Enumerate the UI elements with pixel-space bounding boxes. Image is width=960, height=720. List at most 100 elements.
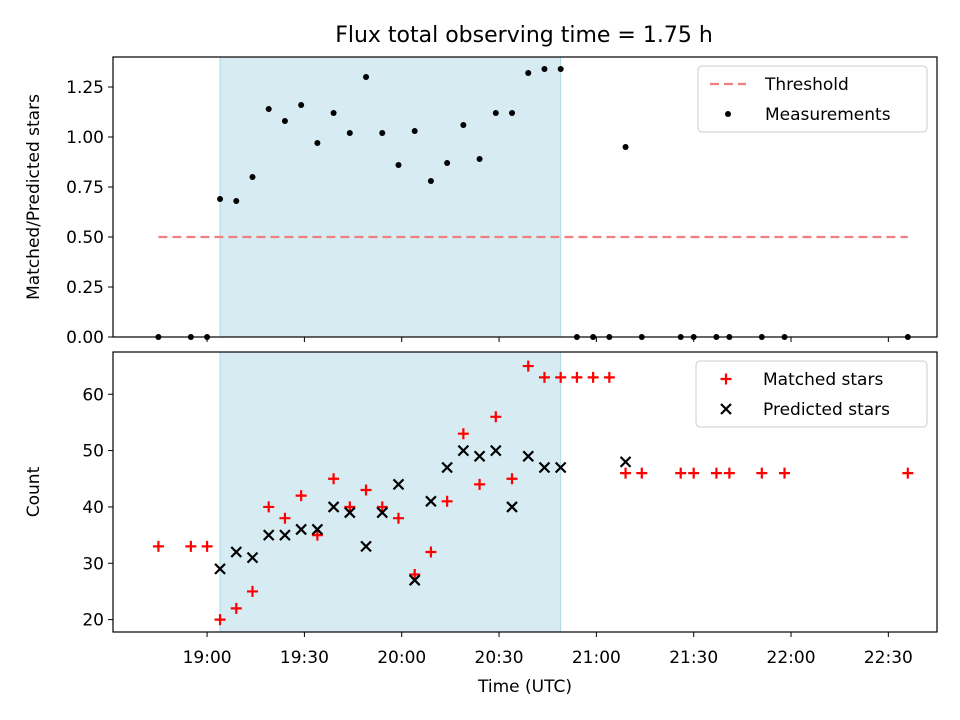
measurements-point: [379, 130, 386, 136]
x-axis-label: Time (UTC): [477, 677, 572, 697]
predicted-stars-point: [619, 456, 632, 468]
matched-stars-point: [538, 371, 550, 383]
predicted-stars-point: [295, 523, 307, 536]
measurements-point: [573, 334, 580, 340]
y-axis-label: Matched/Predicted stars: [24, 94, 44, 300]
measurements-point: [460, 122, 467, 128]
y-axis-label: Count: [24, 466, 44, 517]
observing-span: [219, 351, 562, 633]
matched-stars-point: [474, 478, 486, 490]
matched-stars-point: [555, 371, 567, 383]
predicted-stars-point: [522, 450, 535, 463]
matched-stars-point: [409, 569, 421, 581]
predicted-stars-point: [376, 506, 389, 519]
axes-frame: [112, 56, 938, 338]
legend-box: [697, 65, 928, 133]
top-panel: 0.00 0.25 0.50 0.75 1.00 1.25 Matched/Predicte…: [24, 56, 938, 348]
y-tick-label: 30: [82, 554, 104, 574]
predicted-stars-point: [230, 546, 243, 558]
matched-stars-point: [201, 540, 213, 552]
predicted-stars-point: [246, 551, 259, 564]
predicted-stars-point: [554, 461, 567, 474]
y-tick-label: 0.50: [66, 228, 104, 248]
measurements-point: [363, 74, 370, 80]
matched-stars-point: [902, 467, 914, 479]
matched-stars-point: [723, 467, 735, 479]
measurements-point: [155, 334, 162, 340]
matched-stars-point: [279, 512, 291, 524]
measurements-point: [298, 102, 305, 108]
predicted-stars-point: [262, 529, 275, 541]
matched-stars-point: [571, 371, 583, 383]
x-tick-label: 22:30: [864, 648, 913, 668]
matched-stars-point: [392, 512, 404, 524]
x-tick-label: 22:00: [767, 648, 816, 668]
measurements-point: [444, 160, 451, 166]
measurements-point: [758, 334, 765, 340]
measurements-point: [187, 334, 194, 340]
matched-stars-point: [376, 501, 388, 513]
y-tick-label: 0.25: [66, 278, 104, 298]
measurements-point: [395, 162, 402, 168]
x-tick-label: 20:00: [377, 648, 426, 668]
y-tick-label: 20: [82, 611, 104, 631]
predicted-stars-point: [473, 450, 486, 463]
predicted-stars-point: [360, 540, 372, 553]
matched-stars-point: [328, 473, 340, 485]
measurements-point: [622, 144, 629, 150]
predicted-stars-point: [214, 563, 226, 575]
matched-stars-point: [344, 501, 356, 513]
measurements-point: [590, 334, 597, 340]
matched-stars-point: [756, 467, 768, 479]
matched-stars-point: [490, 411, 502, 423]
x-tick-label: 21:00: [572, 648, 621, 668]
x-tick-label: 19:30: [280, 648, 329, 668]
legend-label: Predicted stars: [763, 400, 890, 420]
chart-title: Flux total observing time = 1.75 h: [335, 23, 713, 48]
measurements-point: [411, 128, 418, 134]
y-tick-label: 1.00: [66, 128, 104, 148]
measurements-point: [509, 110, 516, 116]
x-tick-label: 19:00: [183, 648, 232, 668]
y-tick-label: 1.25: [66, 78, 104, 98]
measurements-point: [314, 140, 321, 146]
matched-stars-point: [603, 371, 615, 383]
y-tick-label: 0.75: [66, 178, 104, 198]
legend-marker: [720, 403, 732, 415]
predicted-stars-point: [506, 501, 518, 513]
predicted-stars-point: [344, 506, 356, 519]
matched-stars-point: [675, 467, 687, 479]
measurements-point: [330, 110, 337, 116]
measurements-point: [690, 334, 697, 340]
matched-stars-point: [506, 473, 518, 485]
measurements-point: [541, 66, 548, 72]
measurements-point: [606, 334, 613, 340]
predicted-stars-point: [490, 444, 502, 457]
predicted-stars-point: [311, 523, 324, 536]
measurements-point: [781, 334, 788, 340]
measurements-point: [726, 334, 733, 340]
legend-marker: [725, 111, 731, 117]
legend-label: Threshold: [764, 75, 849, 95]
matched-stars-point: [710, 467, 722, 479]
measurements-point: [638, 334, 645, 340]
matched-stars-point: [457, 428, 469, 440]
matched-stars-point: [441, 495, 453, 507]
predicted-stars-point: [392, 478, 405, 491]
measurements-point: [525, 70, 532, 76]
measurements-point: [427, 178, 434, 184]
bottom-panel: 20 30 40 50 60 19:00 19:30 20:00 20:30 21:00 21:30…: [24, 351, 938, 697]
measurements-point: [249, 174, 256, 180]
matched-stars-point: [620, 467, 632, 479]
x-tick-label: 21:30: [669, 648, 718, 668]
measurements-point: [713, 334, 720, 340]
matched-stars-point: [636, 467, 648, 479]
legend-label: Matched stars: [763, 370, 883, 390]
predicted-stars-point: [538, 461, 551, 474]
measurements-point: [281, 118, 288, 124]
y-tick-label: 60: [82, 385, 104, 405]
matched-stars-point: [246, 585, 258, 597]
legend-box: [695, 360, 928, 428]
legend-label: Measurements: [765, 105, 891, 125]
